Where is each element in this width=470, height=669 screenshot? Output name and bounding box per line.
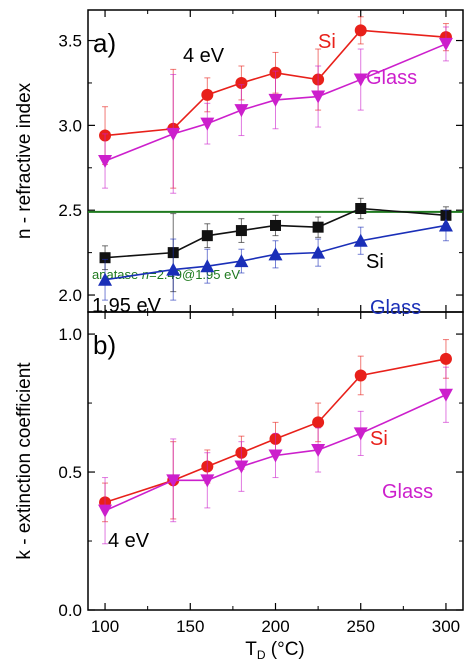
data-point <box>235 225 247 237</box>
data-point <box>355 203 367 215</box>
series-magenta-a <box>98 26 453 194</box>
ticks-b: 100 150 200 250 300 0.0 0.5 1.0 <box>58 312 463 636</box>
annotation-glass-magenta-a: Glass <box>366 67 417 89</box>
y-tick-label-a: 2.5 <box>58 201 82 220</box>
series-blue-a <box>98 209 453 301</box>
data-point <box>353 233 368 247</box>
y-tick-label-b: 0.0 <box>58 601 82 620</box>
y-tick-label-a: 3.0 <box>58 116 82 135</box>
data-point <box>234 104 249 118</box>
y-tick-label-a: 2.0 <box>58 286 82 305</box>
anatase-reference-label: anatase n=2.49@1.95 eV <box>92 267 240 282</box>
annotation-195ev-a: 1.95 eV <box>92 295 162 317</box>
series-line <box>104 394 447 512</box>
data-point <box>438 218 453 232</box>
data-point <box>311 443 326 457</box>
data-point <box>353 73 368 87</box>
panel-label-b: b) <box>93 330 116 360</box>
series-b <box>98 339 453 545</box>
y-tick-label-b: 1.0 <box>58 325 82 344</box>
data-point <box>201 88 214 101</box>
data-point <box>268 247 283 261</box>
annotation-4ev-b: 4 eV <box>108 530 150 552</box>
data-point <box>234 460 249 474</box>
x-axis-label: TD (°C) <box>245 639 305 662</box>
y-tick-label-b: 0.5 <box>58 463 82 482</box>
data-point <box>98 155 113 168</box>
data-point <box>438 388 453 402</box>
data-point <box>354 24 367 37</box>
annotation-4ev-a: 4 eV <box>183 45 225 67</box>
x-tick-label: 200 <box>261 617 289 636</box>
x-tick-label: 250 <box>347 617 375 636</box>
data-point <box>166 127 181 141</box>
series-line <box>104 207 447 259</box>
x-tick-label: 300 <box>432 617 460 636</box>
data-point <box>166 262 181 276</box>
annotation-glass-magenta-b: Glass <box>382 481 433 503</box>
series-line <box>104 29 447 137</box>
data-point <box>201 230 213 242</box>
data-point <box>270 219 281 231</box>
data-point <box>439 352 452 365</box>
series-magenta-b <box>98 366 453 545</box>
data-point <box>268 93 283 107</box>
data-point <box>353 427 368 441</box>
y-axis-label-b: k - extinction coefficient <box>14 362 35 560</box>
series-line <box>104 43 447 162</box>
data-point <box>234 254 249 268</box>
annotation-si-black-a: Si <box>366 251 384 273</box>
data-point <box>98 504 113 518</box>
data-point <box>312 221 324 233</box>
x-label-unit: (°C) <box>266 639 305 660</box>
data-point <box>312 416 325 429</box>
panel-label-a: a) <box>93 28 116 58</box>
annotation-si-red-a: Si <box>318 31 336 53</box>
ticks-a: 2.0 2.5 3.0 3.5 <box>58 10 463 312</box>
series-line <box>104 224 447 281</box>
data-point <box>438 37 453 51</box>
series-line <box>104 358 447 504</box>
x-label-sub: D <box>257 648 266 662</box>
x-label-main: T <box>245 639 257 660</box>
series-a <box>98 16 453 301</box>
annotation-glass-blue-a: Glass <box>370 297 421 319</box>
data-point <box>268 449 283 463</box>
data-point <box>98 272 113 286</box>
data-point <box>200 117 215 131</box>
data-point <box>99 252 111 264</box>
data-point <box>311 90 326 104</box>
data-point <box>311 245 326 259</box>
ref-prefix: anatase <box>92 267 142 282</box>
ref-suffix: =2.49@1.95 eV <box>149 267 240 282</box>
data-point <box>200 474 215 488</box>
y-tick-label-a: 3.5 <box>58 32 82 51</box>
data-point <box>200 259 215 273</box>
data-point <box>354 369 367 382</box>
data-point <box>166 474 181 488</box>
x-tick-label: 150 <box>176 617 204 636</box>
x-tick-label: 100 <box>91 617 119 636</box>
annotation-si-red-b: Si <box>370 428 388 450</box>
data-point <box>235 76 248 89</box>
y-axis-label-a: n - refractive index <box>14 82 35 239</box>
